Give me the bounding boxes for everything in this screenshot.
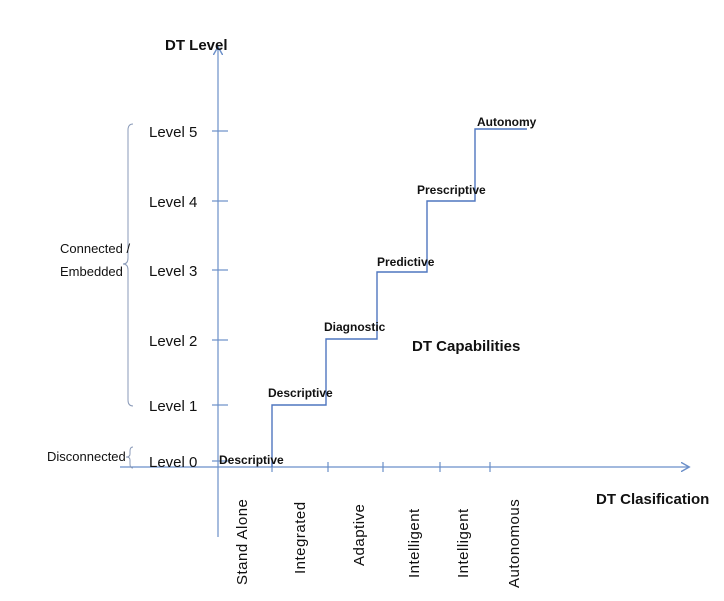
capability-label-2: Diagnostic	[324, 320, 386, 334]
classification-label-3: Intelligent	[406, 508, 423, 578]
disconnected-label: Disconnected	[47, 449, 126, 464]
capability-label-0: Descriptive	[219, 453, 284, 467]
level-label-0: Level 0	[149, 454, 197, 471]
capability-label-3: Predictive	[377, 255, 435, 269]
classification-label-2: Adaptive	[351, 504, 368, 566]
capability-label-1: Descriptive	[268, 386, 333, 400]
x-axis-title: DT Clasification	[596, 491, 709, 508]
connected-label-line1: Connected /	[60, 241, 130, 256]
y-axis-title: DT Level	[165, 37, 228, 54]
capability-staircase	[271, 128, 527, 467]
capabilities-label: DT Capabilities	[412, 338, 520, 355]
classification-label-1: Integrated	[292, 501, 309, 574]
capability-label-4: Prescriptive	[417, 183, 486, 197]
connected-brace	[122, 123, 134, 407]
classification-label-5: Autonomous	[506, 499, 523, 588]
level-label-4: Level 4	[149, 194, 197, 211]
level-label-3: Level 3	[149, 263, 197, 280]
capability-label-5: Autonomy	[477, 115, 537, 129]
level-label-1: Level 1	[149, 398, 197, 415]
level-label-5: Level 5	[149, 124, 197, 141]
level-label-2: Level 2	[149, 333, 197, 350]
classification-label-4: Intelligent	[455, 508, 472, 578]
disconnected-brace	[125, 446, 134, 469]
connected-label-line2: Embedded	[60, 264, 123, 279]
classification-label-0: Stand Alone	[234, 499, 251, 585]
